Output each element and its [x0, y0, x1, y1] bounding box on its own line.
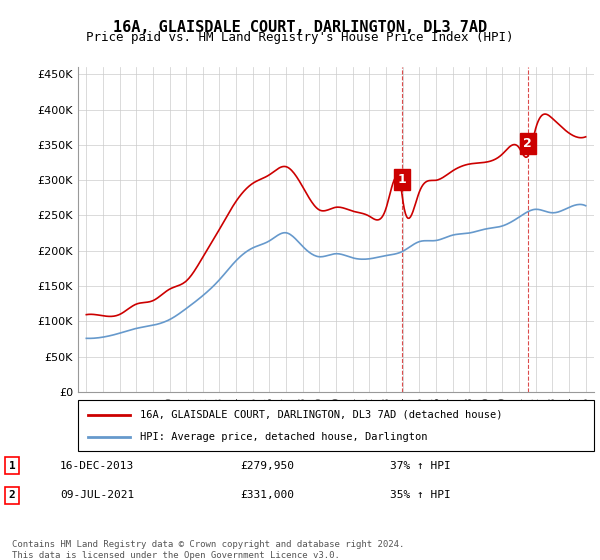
Text: 1: 1 — [398, 173, 406, 186]
Text: 16A, GLAISDALE COURT, DARLINGTON, DL3 7AD: 16A, GLAISDALE COURT, DARLINGTON, DL3 7A… — [113, 20, 487, 35]
Text: HPI: Average price, detached house, Darlington: HPI: Average price, detached house, Darl… — [140, 432, 427, 442]
Text: 35% ↑ HPI: 35% ↑ HPI — [390, 490, 451, 500]
Text: £279,950: £279,950 — [240, 461, 294, 471]
Text: 1: 1 — [8, 461, 16, 471]
Text: 37% ↑ HPI: 37% ↑ HPI — [390, 461, 451, 471]
Text: 09-JUL-2021: 09-JUL-2021 — [60, 490, 134, 500]
Text: 2: 2 — [523, 137, 532, 150]
Text: Contains HM Land Registry data © Crown copyright and database right 2024.
This d: Contains HM Land Registry data © Crown c… — [12, 540, 404, 560]
Text: 2: 2 — [8, 490, 16, 500]
Text: 16A, GLAISDALE COURT, DARLINGTON, DL3 7AD (detached house): 16A, GLAISDALE COURT, DARLINGTON, DL3 7A… — [140, 409, 502, 419]
Text: Price paid vs. HM Land Registry's House Price Index (HPI): Price paid vs. HM Land Registry's House … — [86, 31, 514, 44]
Text: £331,000: £331,000 — [240, 490, 294, 500]
FancyBboxPatch shape — [78, 400, 594, 451]
Text: 16-DEC-2013: 16-DEC-2013 — [60, 461, 134, 471]
